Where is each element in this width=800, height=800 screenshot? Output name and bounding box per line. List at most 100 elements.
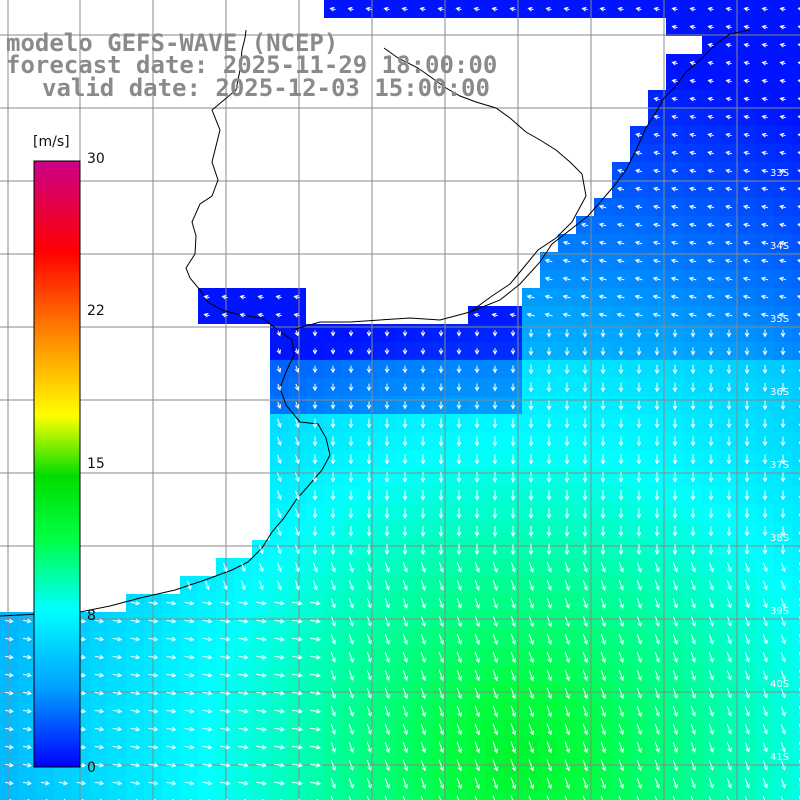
wind-arrow <box>688 240 697 246</box>
wind-arrow <box>492 633 498 646</box>
wind-arrow <box>616 222 625 228</box>
wind-arrow <box>222 562 228 573</box>
wind-arrow <box>707 168 714 174</box>
wind-arrow <box>474 418 480 429</box>
wind-arrow <box>582 741 589 754</box>
wind-arrow <box>670 222 679 228</box>
wind-speed-cell <box>72 792 90 800</box>
wind-arrow <box>527 6 534 12</box>
wind-arrow <box>330 759 336 771</box>
wind-arrow <box>582 795 586 800</box>
wind-arrow <box>166 672 177 678</box>
wind-arrow <box>742 276 751 282</box>
wind-arrow <box>312 544 318 555</box>
wind-arrow <box>546 795 550 800</box>
wind-arrow <box>689 78 696 84</box>
wind-arrow <box>238 762 249 768</box>
wind-arrow <box>456 687 463 700</box>
wind-arrow <box>148 780 159 786</box>
wind-speed-cell <box>576 792 594 800</box>
latitude-labels: 33S 34S 35S 36S 37S 38S 39S 40S 41S <box>770 168 789 763</box>
wind-arrow <box>598 258 607 264</box>
wind-arrow <box>438 526 444 538</box>
wind-arrow <box>456 508 462 519</box>
wind-arrow <box>348 436 354 447</box>
wind-arrow <box>780 490 786 501</box>
wind-arrow <box>672 562 678 573</box>
wind-arrow <box>348 616 354 627</box>
wind-arrow <box>402 580 408 591</box>
wind-arrow <box>474 633 480 646</box>
wind-arrow <box>708 418 714 429</box>
wind-arrow <box>148 726 159 732</box>
wind-arrow <box>348 580 354 591</box>
wind-arrow <box>780 347 786 356</box>
wind-arrow <box>724 312 733 318</box>
wind-arrow <box>438 330 444 337</box>
wind-arrow <box>510 597 516 609</box>
wind-arrow <box>564 508 570 519</box>
wind-arrow <box>474 561 480 573</box>
wind-arrow <box>618 400 624 411</box>
wind-arrow <box>761 168 768 174</box>
wind-arrow <box>94 744 105 750</box>
wind-speed-cell <box>648 792 666 800</box>
wind-arrow <box>743 186 751 192</box>
wind-speed-cell <box>414 792 432 800</box>
wind-arrow <box>473 6 480 12</box>
wind-arrow <box>743 60 750 66</box>
wind-arrow <box>744 670 750 681</box>
wind-arrow <box>563 6 570 12</box>
wind-arrow <box>600 543 606 556</box>
wind-arrow <box>600 615 606 627</box>
wind-arrow <box>618 759 624 772</box>
wind-arrow <box>510 436 516 447</box>
wind-arrow <box>438 365 444 374</box>
wind-arrow <box>276 472 282 483</box>
wind-arrow <box>636 651 642 663</box>
wind-arrow <box>221 294 228 300</box>
wind-arrow <box>670 204 679 210</box>
wind-arrow <box>5 726 14 732</box>
wind-arrow <box>762 526 768 537</box>
wind-arrow <box>294 544 300 555</box>
wind-arrow <box>366 544 372 555</box>
wind-arrow <box>256 600 267 606</box>
wind-arrow <box>688 294 697 300</box>
wind-arrow <box>384 418 390 429</box>
latitude-label: 35S <box>770 314 789 325</box>
wind-arrow <box>256 708 267 714</box>
wind-arrow <box>744 598 750 609</box>
wind-arrow <box>743 42 750 48</box>
wind-arrow <box>492 330 498 337</box>
wind-arrow <box>762 616 768 627</box>
wind-arrow <box>312 418 318 429</box>
wind-arrow <box>725 78 732 84</box>
wind-arrow <box>564 777 571 790</box>
wind-speed-cell <box>792 558 800 576</box>
wind-arrow <box>618 329 624 338</box>
wind-arrow <box>294 365 300 373</box>
wind-arrow <box>348 330 354 337</box>
wind-arrow <box>5 618 14 624</box>
wind-arrow <box>690 454 696 465</box>
wind-arrow <box>636 669 642 682</box>
wind-arrow <box>420 472 426 483</box>
wind-arrow <box>510 687 517 700</box>
wind-arrow <box>384 705 390 718</box>
wind-arrow <box>474 454 480 465</box>
wind-arrow <box>744 562 750 573</box>
wind-arrow <box>276 365 282 373</box>
wind-arrow <box>779 6 786 12</box>
wind-arrow <box>312 401 318 410</box>
wind-arrow <box>708 687 714 699</box>
wind-arrow <box>330 634 336 645</box>
wind-speed-cell <box>792 270 800 288</box>
wind-arrow <box>582 525 588 538</box>
wind-arrow <box>438 669 444 682</box>
wind-arrow <box>708 634 714 645</box>
wind-arrow <box>330 490 336 501</box>
wind-arrow <box>762 760 768 771</box>
wind-arrow <box>778 294 787 300</box>
wind-arrow <box>690 544 696 555</box>
